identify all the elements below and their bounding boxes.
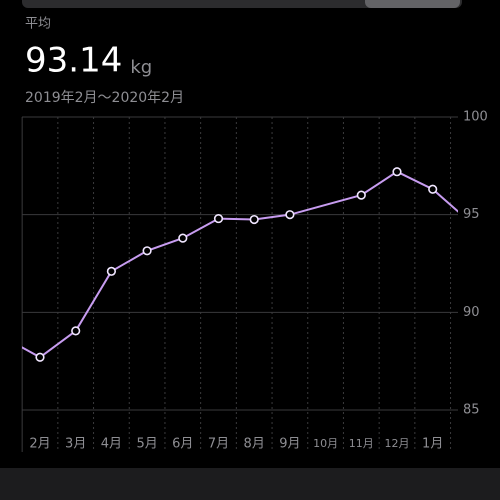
point <box>356 190 366 200</box>
y-tick-label: 100 <box>463 110 488 125</box>
y-tick-label: 90 <box>463 305 480 320</box>
y-tick-label: 85 <box>463 403 480 418</box>
x-tick-label: 8月 <box>244 437 265 452</box>
x-tick-label: 1月 <box>422 437 443 452</box>
point <box>178 233 188 243</box>
x-tick-label: 12月 <box>385 437 410 450</box>
selected-segment[interactable] <box>365 0 460 8</box>
plot <box>22 167 458 362</box>
point <box>285 210 295 220</box>
unit: kg <box>130 57 152 78</box>
average-value: 93.14 <box>25 41 122 81</box>
label: 平均 <box>25 17 51 32</box>
point <box>392 167 402 177</box>
x-tick-label: 7月 <box>208 437 229 452</box>
bottom-bar <box>0 468 500 500</box>
x-tick-label: 6月 <box>172 437 193 452</box>
x-tick-label: 5月 <box>136 437 157 452</box>
segmented-control[interactable] <box>22 0 462 8</box>
x-tick-label: 4月 <box>101 437 122 452</box>
point <box>428 184 438 194</box>
y-tick-label: 95 <box>463 207 480 222</box>
point <box>106 266 116 276</box>
x-tick-label: 9月 <box>279 437 300 452</box>
grid: 85 90 95 100 2月 3月 4月 5月 6月 7月 8月 9月 10月 11月 12月 1月 <box>21 110 488 452</box>
x-tick-label: 2月 <box>29 437 50 452</box>
point <box>35 352 45 362</box>
point <box>71 326 81 336</box>
date-range: 2019年2月～2020年2月 <box>25 90 184 106</box>
x-tick-label: 11月 <box>349 437 374 450</box>
x-tick-label: 3月 <box>65 437 86 452</box>
point <box>142 246 152 256</box>
x-tick-label: 10月 <box>313 437 338 450</box>
point <box>213 213 224 224</box>
point <box>249 214 259 225</box>
